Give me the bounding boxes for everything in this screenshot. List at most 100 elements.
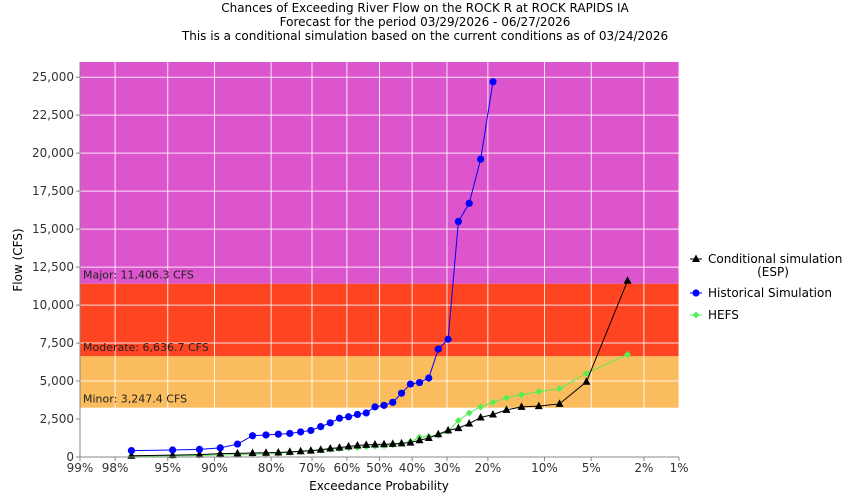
data-point-historical-simulation [454, 217, 462, 226]
data-point-conditional-simulation-esp [353, 440, 362, 449]
legend-label-conditional-simulation-esp: Conditional simulation [708, 252, 842, 266]
x-tick-label: 90% [201, 461, 228, 475]
data-point-historical-simulation [406, 380, 415, 388]
data-point-conditional-simulation-esp [233, 448, 242, 457]
x-tick-label: 50% [366, 461, 393, 475]
data-point-historical-simulation [262, 431, 270, 439]
data-point-conditional-simulation-esp [285, 447, 294, 455]
legend-item-hefs: HEFS [690, 308, 739, 322]
title-line-3: This is a conditional simulation based o… [181, 29, 668, 43]
data-point-hefs [502, 394, 510, 402]
y-tick-label: 22,500 [32, 108, 74, 122]
data-point-hefs [477, 403, 485, 411]
y-tick-label: 20,000 [32, 146, 74, 160]
data-point-conditional-simulation-esp [262, 448, 271, 456]
data-point-historical-simulation [317, 423, 325, 431]
y-tick-label: 5,000 [40, 374, 74, 388]
data-point-hefs [535, 388, 543, 396]
x-tick-label: 30% [434, 461, 461, 475]
legend-label-hefs: HEFS [708, 308, 739, 322]
data-point-conditional-simulation-esp [274, 447, 283, 456]
data-point-historical-simulation [477, 155, 485, 163]
data-point-historical-simulation [216, 444, 224, 452]
x-tick-label: 10% [531, 461, 558, 475]
flood-band-label-moderate: Moderate: 6,636.7 CFS [83, 341, 209, 354]
data-point-conditional-simulation-esp [534, 401, 543, 410]
data-point-hefs [582, 369, 590, 377]
data-point-conditional-simulation-esp [517, 402, 526, 410]
data-point-historical-simulation [335, 414, 344, 422]
data-point-historical-simulation [397, 389, 406, 397]
data-point-conditional-simulation-esp [168, 450, 177, 459]
data-point-hefs [518, 391, 526, 399]
data-point-hefs [465, 409, 473, 417]
data-point-conditional-simulation-esp [502, 405, 511, 413]
data-point-conditional-simulation-esp [415, 435, 424, 444]
data-point-conditional-simulation-esp [397, 438, 406, 447]
flood-band-label-minor: Minor: 3,247.4 CFS [83, 393, 187, 406]
x-tick-label: 2% [634, 461, 653, 475]
series-historical-simulation [127, 78, 497, 455]
x-axis-title: Exceedance Probability [309, 479, 449, 493]
data-point-conditional-simulation-esp [326, 443, 335, 452]
legend-label-historical-simulation: Historical Simulation [708, 286, 832, 300]
y-tick-label: 2,500 [40, 412, 74, 426]
legend-marker-conditional-simulation-esp [692, 254, 700, 262]
data-point-historical-simulation [168, 446, 177, 454]
data-point-conditional-simulation-esp [488, 409, 497, 418]
data-point-hefs [624, 350, 632, 358]
data-point-conditional-simulation-esp [454, 423, 463, 432]
data-point-historical-simulation [233, 440, 242, 448]
y-tick-label: 17,500 [32, 184, 74, 198]
data-point-historical-simulation [274, 430, 282, 438]
data-point-historical-simulation [127, 447, 136, 455]
y-tick-label: 15,000 [32, 222, 74, 236]
data-point-conditional-simulation-esp [476, 413, 485, 421]
data-point-hefs [454, 417, 462, 425]
legend-label-conditional-simulation-esp: (ESP) [757, 265, 789, 279]
legend-item-conditional-simulation-esp: Conditional simulation(ESP) [690, 252, 842, 279]
x-tick-label: 40% [399, 461, 426, 475]
data-point-historical-simulation [371, 403, 379, 411]
series-layer [127, 78, 632, 460]
data-point-historical-simulation [195, 445, 204, 454]
y-axis-title: Flow (CFS) [11, 228, 25, 291]
x-tick-label: 95% [154, 461, 181, 475]
data-point-hefs [556, 385, 564, 393]
data-point-conditional-simulation-esp [380, 439, 389, 448]
axes: 0 2,500 5,000 7,500 10,000 12,500 15,000 17,500… [32, 62, 689, 475]
flood-band-label-major: Major: 11,406.3 CFS [83, 269, 194, 282]
data-point-historical-simulation [389, 398, 397, 406]
y-tick-label: 25,000 [32, 70, 74, 84]
data-point-conditional-simulation-esp [434, 429, 443, 438]
y-tick-label: 10,000 [32, 298, 74, 312]
data-point-conditional-simulation-esp [296, 446, 305, 455]
chart-title: Chances of Exceeding River Flow on the R… [181, 1, 668, 43]
data-point-historical-simulation [415, 378, 424, 387]
data-point-historical-simulation [489, 78, 497, 86]
x-tick-label: 98% [102, 461, 129, 475]
data-point-conditional-simulation-esp [424, 433, 433, 442]
data-point-conditional-simulation-esp [555, 399, 564, 407]
x-tick-label: 99% [67, 461, 94, 475]
data-point-historical-simulation [465, 199, 473, 207]
data-point-conditional-simulation-esp [335, 443, 344, 451]
data-point-conditional-simulation-esp [248, 448, 257, 457]
data-point-conditional-simulation-esp [306, 446, 315, 454]
legend-item-historical-simulation: Historical Simulation [690, 286, 832, 300]
data-point-historical-simulation [425, 374, 433, 382]
data-point-conditional-simulation-esp [316, 445, 325, 453]
x-tick-label: 5% [582, 461, 601, 475]
data-point-conditional-simulation-esp [195, 450, 204, 458]
data-point-conditional-simulation-esp [465, 419, 474, 427]
data-point-historical-simulation [286, 429, 294, 438]
data-point-historical-simulation [344, 413, 353, 421]
data-point-conditional-simulation-esp [388, 439, 397, 447]
x-tick-label: 80% [258, 461, 285, 475]
title-line-2: Forecast for the period 03/29/2026 - 06/… [280, 15, 571, 29]
data-point-conditional-simulation-esp [216, 449, 225, 457]
data-point-historical-simulation [248, 432, 257, 440]
data-point-conditional-simulation-esp [444, 425, 453, 434]
title-line-1: Chances of Exceeding River Flow on the R… [221, 1, 629, 15]
